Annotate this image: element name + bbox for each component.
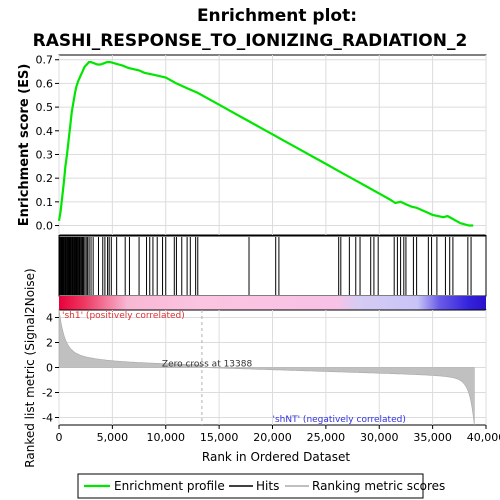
x-tick-label: 25,000 xyxy=(307,431,346,444)
legend-hits-label: Hits xyxy=(256,479,279,493)
metric-y-tick-label: 0 xyxy=(46,362,53,375)
es-y-tick-label: 0.3 xyxy=(36,148,54,161)
x-axis: 0 5,000 10,000 15,000 20,000 25,000 30,000 35,0… xyxy=(56,425,500,444)
ranking-metric-area xyxy=(58,309,475,426)
x-tick-label: 30,000 xyxy=(360,431,399,444)
es-y-tick-label: 0.7 xyxy=(36,54,54,67)
x-tick-label: 20,000 xyxy=(253,431,292,444)
x-tick-label: 5,000 xyxy=(97,431,129,444)
es-y-tick-label: 0.2 xyxy=(36,172,54,185)
metric-y-axis: 4 2 0 -2 -4 xyxy=(42,312,59,425)
metric-y-tick-label: 2 xyxy=(46,337,53,350)
positive-correlation-label: 'sh1' (positively correlated) xyxy=(62,311,185,321)
es-axis-label: Enrichment score (ES) xyxy=(17,64,32,227)
x-tick-label: 35,000 xyxy=(413,431,452,444)
chart-title-line1: Enrichment plot: xyxy=(197,6,357,26)
x-tick-label: 0 xyxy=(56,431,63,444)
es-y-tick-label: 0.1 xyxy=(36,196,54,209)
es-y-axis: 0.0 0.1 0.2 0.3 0.4 0.5 0.6 0.7 xyxy=(36,54,59,233)
x-tick-label: 15,000 xyxy=(200,431,239,444)
chart-title-line2: RASHI_RESPONSE_TO_IONIZING_RADIATION_2 xyxy=(33,31,468,51)
legend-profile-label: Enrichment profile xyxy=(114,479,225,493)
legend: Enrichment profile Hits Ranking metric s… xyxy=(77,473,445,499)
metric-axis-label: Ranked list metric (Signal2Noise) xyxy=(23,268,37,467)
es-y-tick-label: 0.4 xyxy=(36,125,54,138)
metric-y-tick-label: -4 xyxy=(42,412,53,425)
negative-correlation-label: 'shNT' (negatively correlated) xyxy=(273,415,406,425)
zero-cross-label: Zero cross at 13388 xyxy=(162,360,253,370)
es-y-tick-label: 0.6 xyxy=(36,77,54,90)
metric-y-tick-label: 4 xyxy=(46,312,53,325)
enrichment-profile-line xyxy=(57,60,474,227)
legend-metric-label: Ranking metric scores xyxy=(312,479,445,493)
metric-y-tick-label: -2 xyxy=(42,387,53,400)
es-y-tick-label: 0.0 xyxy=(36,220,54,233)
x-tick-label: 40,000 xyxy=(467,431,500,444)
hits-panel xyxy=(58,235,487,297)
hit-marks xyxy=(59,237,472,295)
x-tick-label: 10,000 xyxy=(147,431,186,444)
es-y-tick-label: 0.5 xyxy=(36,101,54,114)
x-axis-label: Rank in Ordered Dataset xyxy=(202,450,350,464)
es-gridlines xyxy=(58,55,487,235)
rank-color-bar xyxy=(59,296,486,310)
